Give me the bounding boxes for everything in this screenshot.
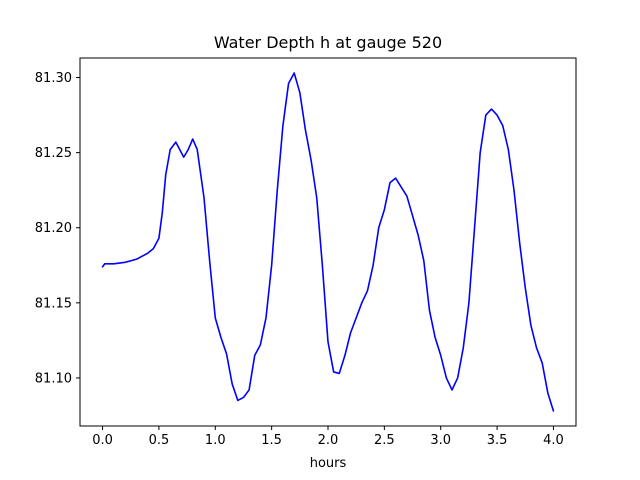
y-tick-label: 81.15 — [35, 296, 72, 311]
plot-area — [79, 57, 577, 427]
axes-frame — [79, 57, 577, 427]
x-tick-label: 0.0 — [92, 433, 113, 448]
x-tick-label: 1.0 — [205, 433, 226, 448]
y-tick-label: 81.10 — [35, 371, 72, 386]
x-axis-ticks: 0.0 0.5 1.0 1.5 2.0 2.5 3.0 3.5 4.0 — [92, 426, 564, 448]
y-axis-ticks: 81.10 81.15 81.20 81.25 81.30 — [35, 71, 80, 386]
x-tick-label: 2.0 — [318, 433, 339, 448]
y-tick-label: 81.20 — [35, 221, 72, 236]
series-line-1 — [101, 72, 555, 412]
x-tick-label: 3.5 — [487, 433, 508, 448]
y-tick-label: 81.30 — [35, 71, 72, 86]
x-tick-label: 0.5 — [149, 433, 170, 448]
y-tick-label: 81.25 — [35, 146, 72, 161]
x-tick-label: 4.0 — [543, 433, 564, 448]
x-tick-label: 2.5 — [374, 433, 395, 448]
x-axis-label: hours — [310, 456, 347, 471]
x-tick-label: 3.0 — [430, 433, 451, 448]
chart-title: Water Depth h at gauge 520 — [214, 33, 442, 52]
x-tick-label: 1.5 — [261, 433, 282, 448]
